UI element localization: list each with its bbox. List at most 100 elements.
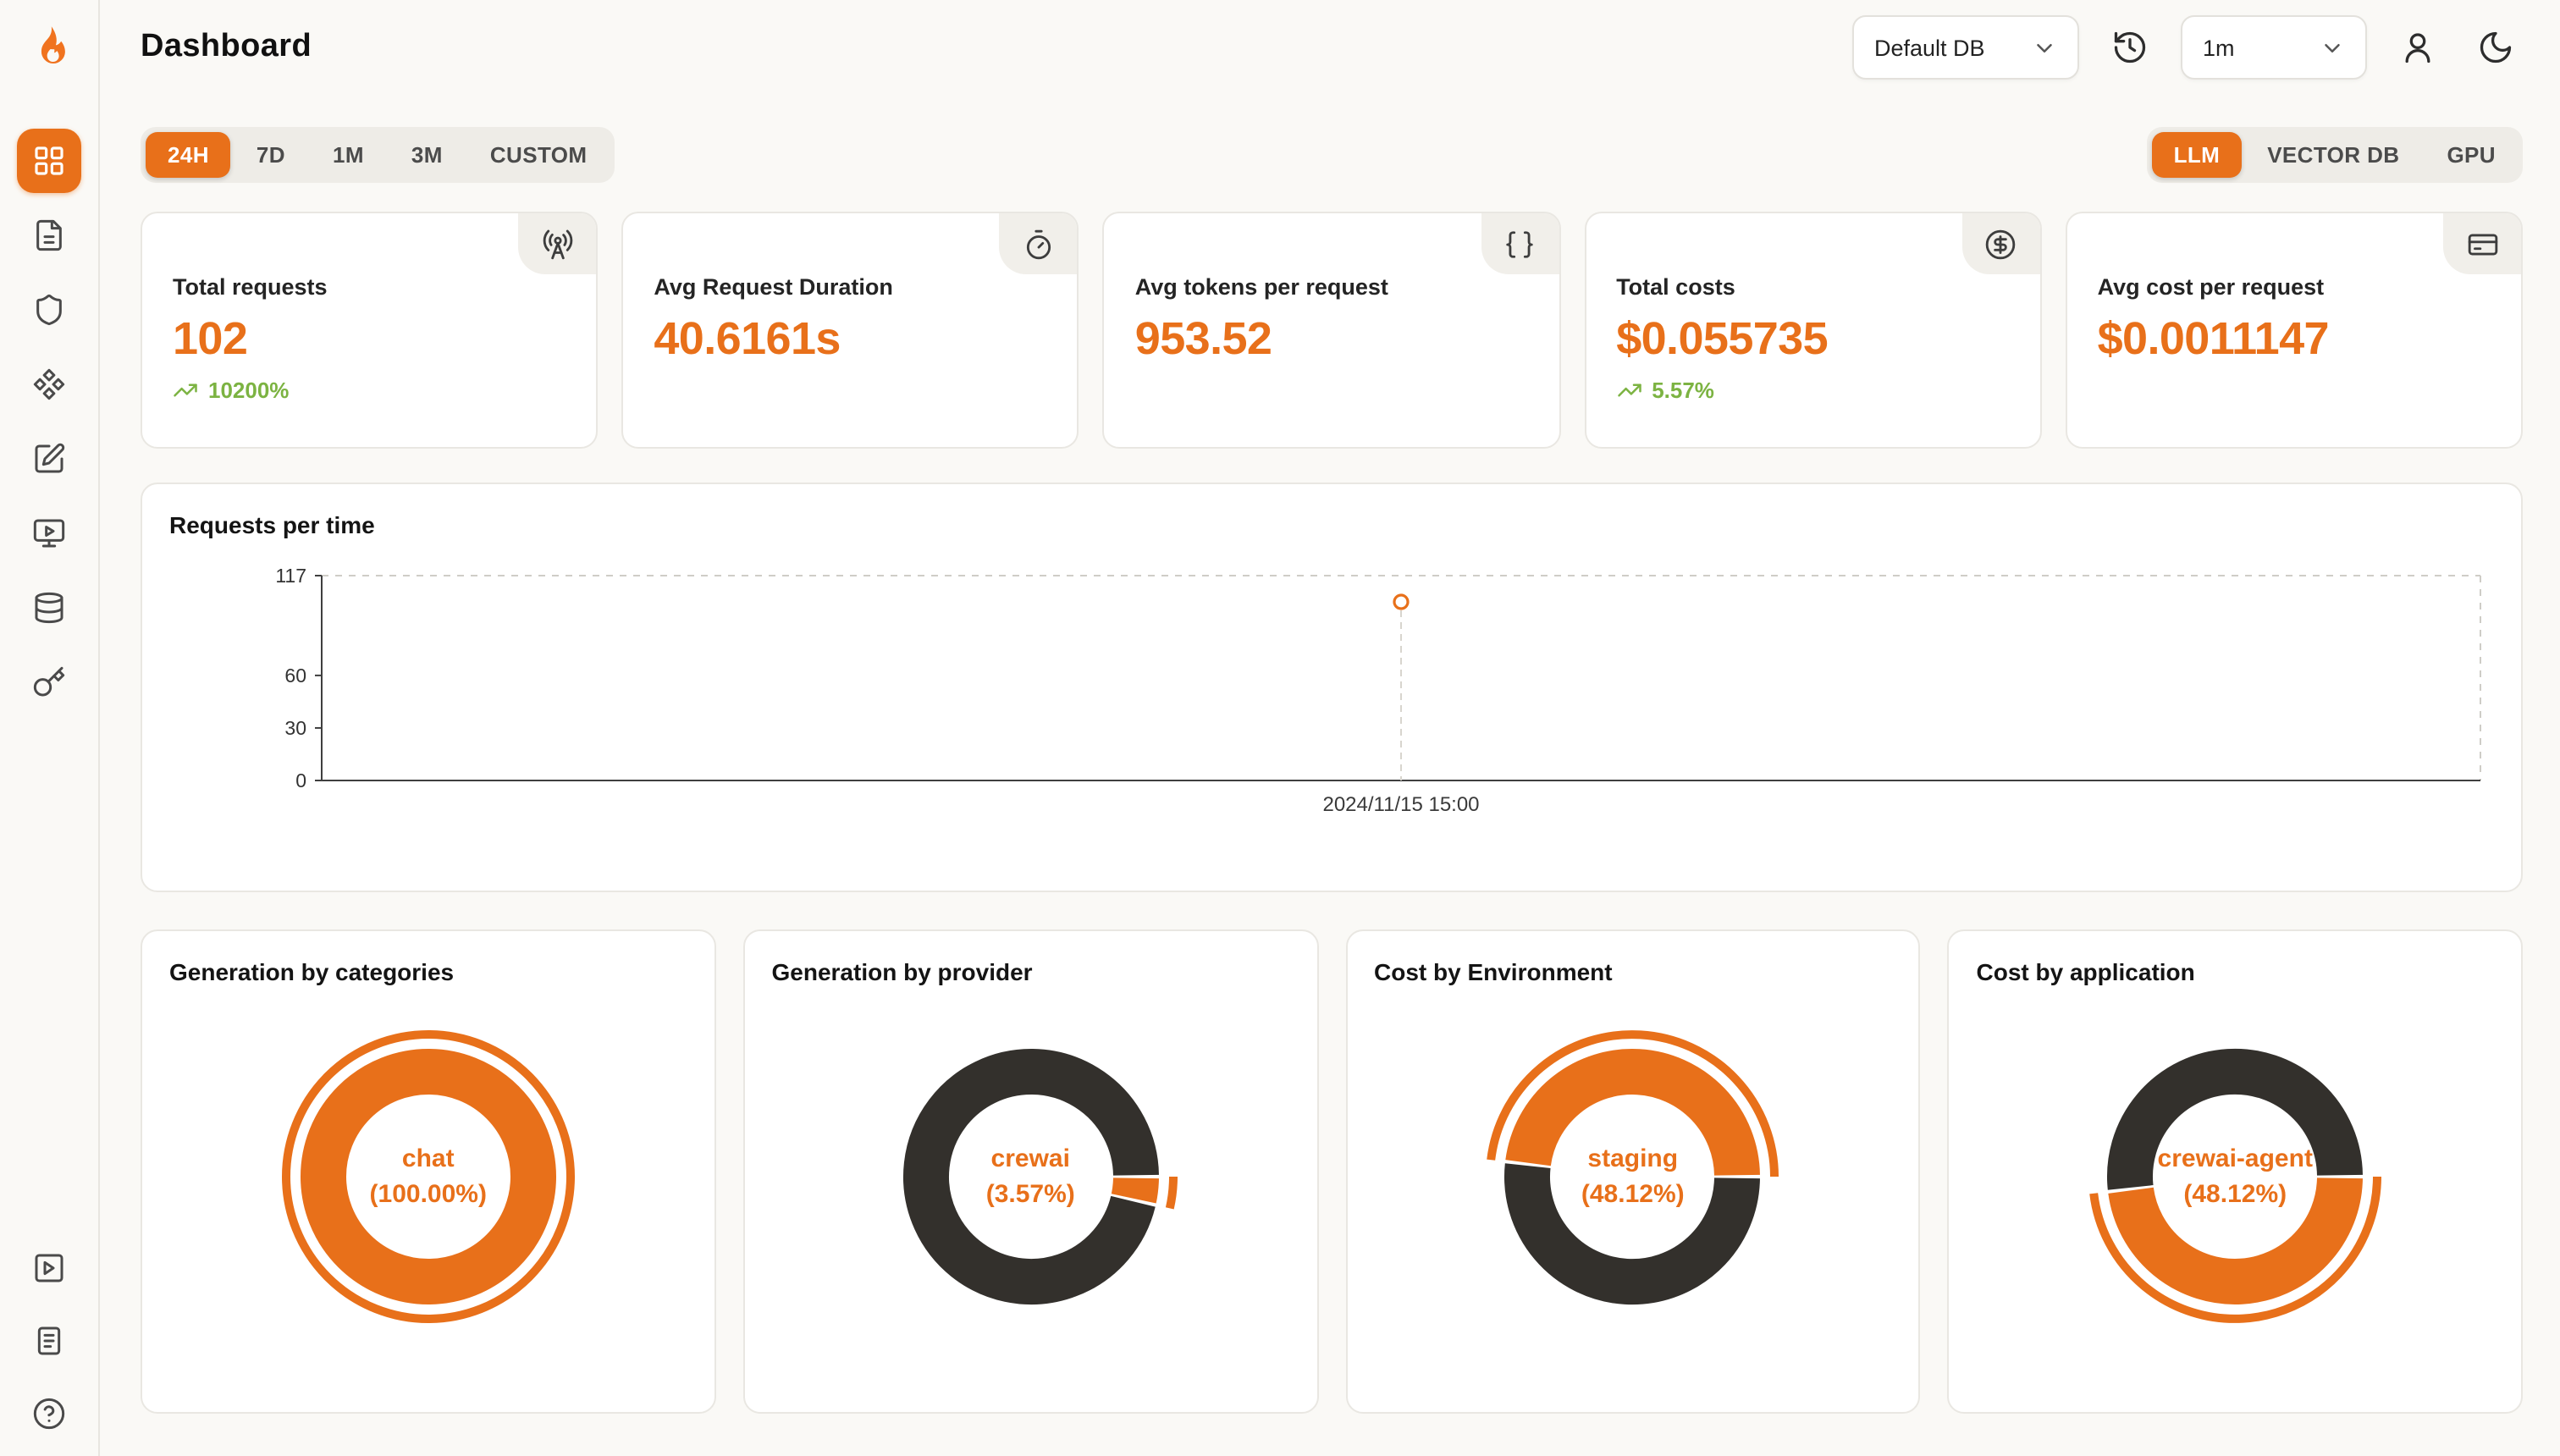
- tab-1m[interactable]: 1M: [311, 132, 386, 178]
- donut-card-cost-by-application: Cost by application crewai-agent (48.12%…: [1947, 929, 2523, 1414]
- square-play-icon: [32, 1251, 66, 1285]
- help-circle-icon: [32, 1397, 66, 1431]
- tab-vector-db[interactable]: VECTOR DB: [2245, 132, 2421, 178]
- theme-toggle-button[interactable]: [2469, 20, 2523, 74]
- top-bar: Dashboard Default DB 1m: [100, 0, 2560, 95]
- flame-icon: [25, 24, 73, 71]
- stat-value: 102: [173, 313, 248, 364]
- requests-line-chart[interactable]: 0 30 60 117 2024/11/15 15:00: [169, 549, 2491, 830]
- stat-card-total-costs: Total costs $0.055735 5.57%: [1584, 212, 2042, 449]
- stat-value: 40.6161s: [654, 313, 841, 364]
- history-icon: [2111, 29, 2149, 66]
- database-select-value: Default DB: [1874, 35, 1985, 60]
- database-icon: [32, 591, 66, 625]
- tab-24h[interactable]: 24H: [146, 132, 231, 178]
- svg-text:60: 60: [284, 665, 306, 687]
- sidebar-item-help[interactable]: [17, 1382, 81, 1446]
- stat-delta: 5.57%: [1616, 378, 2009, 403]
- file-text-icon: [32, 218, 66, 252]
- shield-icon: [32, 293, 66, 327]
- stat-label: Total requests: [173, 274, 328, 300]
- sidebar-bottom-nav: [17, 1236, 81, 1446]
- credit-card-icon: [2443, 213, 2521, 274]
- refresh-history-button[interactable]: [2103, 20, 2157, 74]
- chevron-down-icon: [2320, 35, 2345, 60]
- donut-chart[interactable]: staging (48.12%): [1472, 1016, 1794, 1337]
- sidebar-item-getting-started[interactable]: [17, 1236, 81, 1300]
- donut-card-cost-by-environment: Cost by Environment staging (48.12%): [1345, 929, 1921, 1414]
- stat-value: $0.055735: [1616, 313, 1829, 364]
- filter-row: 24H 7D 1M 3M CUSTOM LLM VECTOR DB GPU: [141, 127, 2523, 183]
- donut-card-generation-by-categories: Generation by categories chat (100.00%): [141, 929, 716, 1414]
- card-title: Generation by provider: [771, 958, 1033, 985]
- interval-select[interactable]: 1m: [2181, 15, 2367, 80]
- square-pen-icon: [32, 442, 66, 476]
- svg-text:2024/11/15 15:00: 2024/11/15 15:00: [1322, 793, 1479, 816]
- sidebar-item-exceptions[interactable]: [17, 278, 81, 342]
- trending-up-icon: [1616, 378, 1641, 403]
- radio-tower-icon: [518, 213, 597, 274]
- source-tabs: LLM VECTOR DB GPU: [2146, 127, 2523, 183]
- main-content: 24H 7D 1M 3M CUSTOM LLM VECTOR DB GPU: [100, 95, 2560, 1456]
- stat-label: Avg Request Duration: [654, 274, 893, 300]
- sidebar-item-modules[interactable]: [17, 352, 81, 416]
- tab-custom[interactable]: CUSTOM: [468, 132, 610, 178]
- key-icon: [32, 665, 66, 699]
- donut-chart[interactable]: crewai-agent (48.12%): [2074, 1016, 2396, 1337]
- stat-delta: 10200%: [173, 378, 566, 403]
- sidebar-item-api-keys[interactable]: [17, 650, 81, 714]
- card-title: Generation by categories: [169, 958, 455, 985]
- interval-select-value: 1m: [2203, 35, 2235, 60]
- sidebar-item-requests[interactable]: [17, 203, 81, 267]
- sidebar-nav: [17, 129, 81, 714]
- timer-icon: [999, 213, 1078, 274]
- stat-label: Avg tokens per request: [1134, 274, 1388, 300]
- stat-card-total-requests: Total requests 102 10200%: [141, 212, 599, 449]
- sidebar-item-playground[interactable]: [17, 501, 81, 565]
- stat-card-avg-cost: Avg cost per request $0.0011147: [2065, 212, 2523, 449]
- card-title: Requests per time: [169, 511, 375, 538]
- svg-text:0: 0: [295, 769, 306, 791]
- sidebar-item-dashboard[interactable]: [17, 129, 81, 193]
- tab-7d[interactable]: 7D: [234, 132, 307, 178]
- stats-row: Total requests 102 10200%: [141, 212, 2523, 449]
- stat-label: Avg cost per request: [2097, 274, 2325, 300]
- sidebar-item-docs[interactable]: [17, 1309, 81, 1373]
- tab-gpu[interactable]: GPU: [2425, 132, 2518, 178]
- moon-icon: [2477, 29, 2514, 66]
- stat-value: 953.52: [1134, 313, 1272, 364]
- braces-icon: [1481, 213, 1559, 274]
- donut-card-generation-by-provider: Generation by provider crewai (3.57%): [742, 929, 1318, 1414]
- monitor-play-icon: [32, 516, 66, 550]
- requests-per-time-card: Requests per time 0 30 60 117 2024/11/15 15:…: [141, 483, 2523, 892]
- svg-text:30: 30: [284, 717, 306, 739]
- stat-card-avg-duration: Avg Request Duration 40.6161s: [621, 212, 1079, 449]
- component-icon: [32, 367, 66, 401]
- tab-llm[interactable]: LLM: [2151, 132, 2243, 178]
- layout-grid-icon: [32, 144, 66, 178]
- time-range-tabs: 24H 7D 1M 3M CUSTOM: [141, 127, 615, 183]
- sidebar: [0, 0, 100, 1456]
- stat-card-avg-tokens: Avg tokens per request 953.52: [1102, 212, 1561, 449]
- chevron-down-icon: [2032, 35, 2057, 60]
- stat-label: Total costs: [1616, 274, 1735, 300]
- page-title: Dashboard: [141, 29, 312, 64]
- sidebar-item-prompts[interactable]: [17, 427, 81, 491]
- donut-chart[interactable]: chat (100.00%): [268, 1016, 589, 1337]
- card-title: Cost by application: [1976, 958, 2195, 985]
- trending-up-icon: [173, 378, 198, 403]
- user-menu-button[interactable]: [2391, 20, 2445, 74]
- header-controls: Default DB 1m: [1852, 15, 2560, 80]
- donut-row: Generation by categories chat (100.00%) …: [141, 929, 2523, 1414]
- document-icon: [32, 1324, 66, 1358]
- tab-3m[interactable]: 3M: [389, 132, 465, 178]
- stat-value: $0.0011147: [2097, 313, 2330, 364]
- app-logo[interactable]: [25, 0, 73, 95]
- donut-chart[interactable]: crewai (3.57%): [869, 1016, 1191, 1337]
- database-select[interactable]: Default DB: [1852, 15, 2079, 80]
- user-icon: [2399, 29, 2436, 66]
- card-title: Cost by Environment: [1374, 958, 1613, 985]
- circle-dollar-icon: [1961, 213, 2040, 274]
- sidebar-item-databases[interactable]: [17, 576, 81, 640]
